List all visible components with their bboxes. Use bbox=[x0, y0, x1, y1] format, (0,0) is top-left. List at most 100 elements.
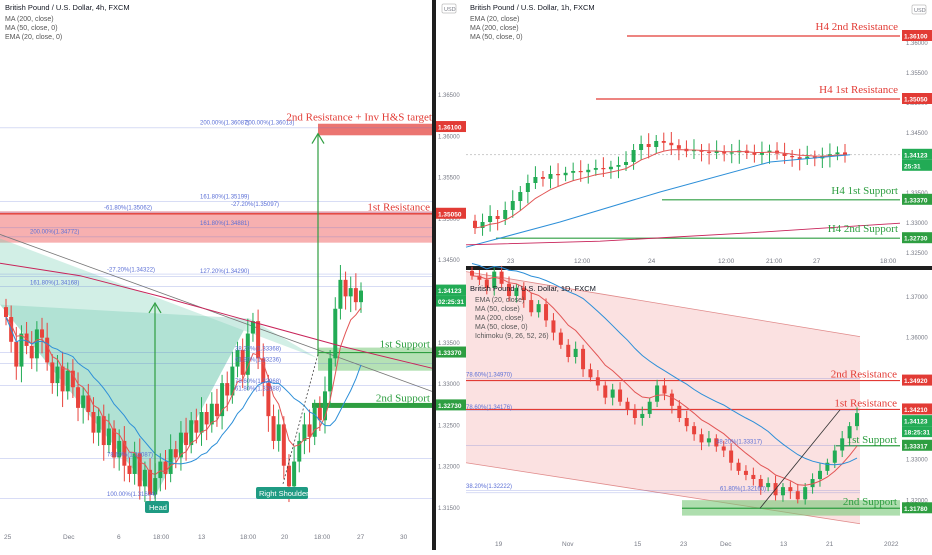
top-candle bbox=[797, 157, 802, 159]
top-right-date-tick: 12:00 bbox=[574, 258, 591, 265]
left-tag-res2: 1.36100 bbox=[438, 125, 462, 132]
bottom-right-date-tick: 13 bbox=[780, 541, 788, 548]
top-tag-sup2: 1.32730 bbox=[904, 236, 928, 243]
top-right-indicator-label: MA (200, close) bbox=[470, 25, 519, 32]
left-tag-last-bg bbox=[436, 284, 466, 296]
left-date-tick: 18:00 bbox=[240, 534, 257, 541]
level-label-2nd-resistance: 2nd Resistance + Inv H&S target bbox=[286, 111, 432, 123]
daily-candle bbox=[655, 385, 660, 402]
left-candle bbox=[142, 469, 147, 487]
h1-ema20-line bbox=[474, 149, 846, 229]
left-price-tick: 1.32000 bbox=[438, 465, 460, 471]
daily-tag-res2-bg bbox=[902, 374, 932, 386]
daily-candle bbox=[595, 377, 600, 386]
measure-arrowhead-left bbox=[148, 301, 162, 314]
left-candle bbox=[276, 424, 281, 441]
top-candle bbox=[714, 151, 719, 153]
bottom-right-price-tick: 1.37000 bbox=[906, 295, 928, 301]
daily-candle bbox=[766, 483, 771, 488]
bottom-right-indicator-label: MA (200, close) bbox=[475, 315, 524, 322]
top-right-date-tick: 21:00 bbox=[766, 258, 783, 265]
left-candle bbox=[96, 416, 101, 433]
top-tag-sup2-bg bbox=[902, 232, 932, 244]
daily-candle bbox=[855, 413, 859, 427]
left-candle bbox=[55, 366, 60, 384]
left-candle bbox=[338, 279, 343, 309]
daily-fib-label: 38.20%(1.32222) bbox=[466, 484, 512, 490]
fib-label: 161.80%(1.35199) bbox=[200, 195, 249, 201]
left-candle bbox=[209, 403, 214, 425]
top-candle bbox=[525, 183, 530, 192]
top-candle bbox=[593, 168, 598, 170]
left-candle bbox=[312, 407, 317, 437]
descending-channel bbox=[466, 271, 860, 524]
ema20-line bbox=[5, 307, 362, 475]
fib-label: 100.00%(1.31604) bbox=[107, 492, 156, 498]
daily-tag-res1-bg bbox=[902, 403, 932, 415]
top-candle bbox=[661, 141, 666, 143]
top-right-price-tick: 1.32500 bbox=[906, 251, 928, 257]
left-candle bbox=[271, 416, 276, 441]
left-candle bbox=[34, 329, 39, 359]
head-badge bbox=[145, 501, 169, 513]
left-candle bbox=[163, 461, 168, 474]
left-candle bbox=[29, 345, 34, 359]
daily-candle bbox=[743, 470, 748, 475]
left-tag-last: 1.34123 bbox=[438, 288, 462, 295]
left-candle bbox=[297, 440, 302, 462]
top-candle bbox=[752, 153, 757, 155]
daily-candle bbox=[558, 332, 563, 345]
left-indicator-label: MA (50, close, 0) bbox=[5, 25, 58, 32]
axis-divider bbox=[432, 0, 436, 550]
left-price-tick: 1.36000 bbox=[438, 134, 460, 140]
top-candle bbox=[586, 169, 591, 173]
daily-ema20-line bbox=[471, 275, 858, 486]
bottom-right-indicator-label: MA (50, close) bbox=[475, 306, 520, 313]
bottom-right-price-tick: 1.32000 bbox=[906, 498, 928, 504]
left-candle bbox=[173, 449, 178, 458]
usd-badge-icon bbox=[911, 4, 927, 15]
top-candle bbox=[495, 216, 500, 219]
top-candle bbox=[624, 162, 629, 165]
daily-candle bbox=[729, 450, 734, 463]
top-candle bbox=[805, 156, 810, 159]
daily-2nd-resistance-label: 2nd Resistance bbox=[831, 368, 897, 380]
daily-candle bbox=[477, 275, 482, 280]
left-candle bbox=[19, 333, 24, 367]
h1-ma50-line bbox=[465, 154, 851, 248]
daily-tag-countdown: 18:25:31 bbox=[904, 430, 930, 437]
left-candle bbox=[286, 465, 291, 487]
top-candle bbox=[601, 168, 606, 170]
daily-candle bbox=[640, 413, 645, 418]
top-candle bbox=[473, 220, 477, 228]
daily-candle bbox=[610, 389, 615, 398]
left-candle bbox=[127, 465, 132, 474]
left-candle bbox=[4, 307, 8, 318]
left-candle bbox=[112, 428, 117, 458]
top-candle bbox=[548, 174, 553, 179]
fib-label: 78.60%(1.32968) bbox=[235, 379, 281, 385]
daily-tag-sup2-bg bbox=[902, 502, 932, 514]
h4-2nd-support-label: H4 2nd Support bbox=[828, 223, 898, 235]
top-candle bbox=[843, 152, 847, 155]
fib-label: -27.20%(1.35097) bbox=[231, 202, 279, 208]
top-right-indicator-label: EMA (20, close) bbox=[470, 16, 519, 23]
top-right-unit-label: USD bbox=[914, 8, 926, 14]
left-date-tick: 25 bbox=[4, 534, 12, 541]
left-candle bbox=[184, 432, 189, 446]
top-right-date-tick: 23 bbox=[507, 258, 515, 265]
daily-candle bbox=[699, 434, 704, 443]
daily-candle bbox=[544, 304, 549, 321]
top-candle bbox=[578, 171, 583, 173]
daily-tag-last-bg bbox=[902, 415, 932, 427]
daily-candle bbox=[721, 446, 726, 451]
top-right-indicator-label: MA (50, close, 0) bbox=[470, 34, 523, 41]
left-price-tick: 1.34500 bbox=[438, 258, 460, 264]
daily-candle bbox=[632, 409, 637, 418]
measure-arrowhead-right bbox=[311, 132, 325, 144]
daily-candle bbox=[618, 389, 623, 402]
daily-candle bbox=[625, 401, 630, 410]
left-candle bbox=[333, 308, 338, 359]
top-candle bbox=[556, 174, 561, 176]
